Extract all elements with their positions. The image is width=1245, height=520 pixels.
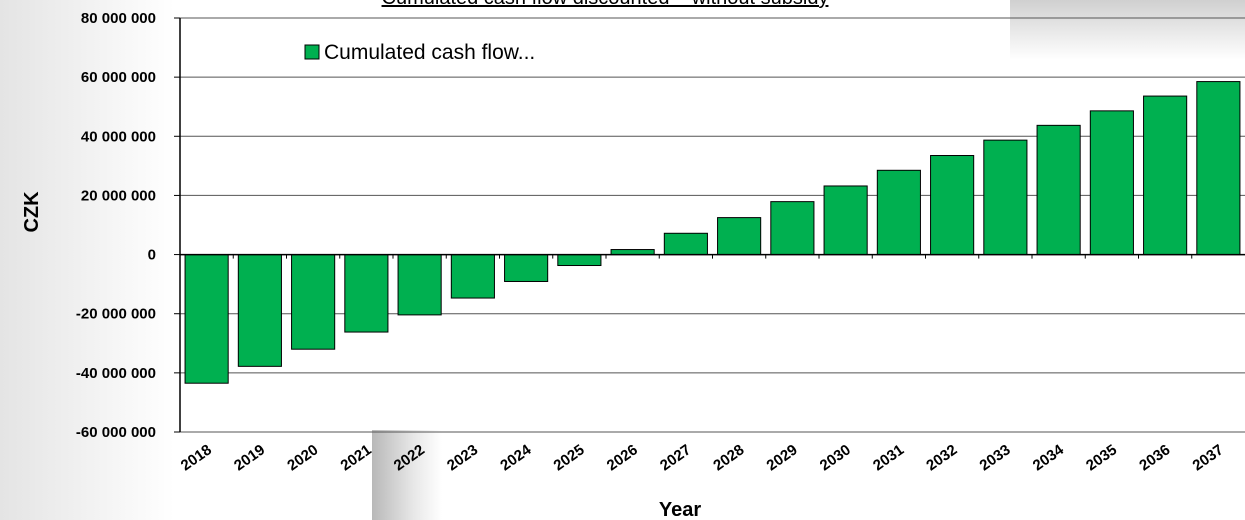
bar-2031 bbox=[876, 169, 921, 256]
x-tick-label: 2036 bbox=[1136, 441, 1173, 474]
x-tick-label: 2031 bbox=[870, 441, 907, 474]
y-axis-title: CZK bbox=[21, 191, 43, 233]
bar-2030 bbox=[823, 185, 868, 256]
x-tick-label: 2032 bbox=[923, 441, 960, 474]
x-tick-label: 2020 bbox=[284, 441, 321, 474]
bar-2024 bbox=[504, 254, 549, 282]
bar-2036 bbox=[1143, 95, 1188, 256]
y-tick-label: 80 000 000 bbox=[81, 10, 156, 27]
x-tick-label: 2035 bbox=[1083, 441, 1120, 474]
legend-label: Cumulated cash flow... bbox=[324, 41, 535, 64]
x-tick-label: 2025 bbox=[551, 441, 588, 474]
x-tick-label: 2033 bbox=[977, 441, 1014, 474]
bar-2020 bbox=[291, 254, 336, 350]
chart-title: Cumulated cash flow discounted – without… bbox=[382, 0, 829, 9]
x-tick-label: 2022 bbox=[391, 441, 428, 474]
background-shade bbox=[372, 430, 442, 520]
x-tick-label: 2024 bbox=[497, 441, 535, 474]
x-tick-label: 2026 bbox=[604, 441, 641, 474]
y-tick-label: 60 000 000 bbox=[81, 69, 156, 86]
x-tick-label: 2028 bbox=[710, 441, 747, 474]
x-axis-title: Year bbox=[659, 499, 701, 520]
bar-2029 bbox=[770, 201, 815, 256]
legend-swatch bbox=[304, 44, 320, 60]
y-tick-label: 0 bbox=[148, 247, 156, 264]
x-tick-label: 2021 bbox=[338, 441, 375, 474]
bar-2019 bbox=[237, 254, 282, 367]
bar-2034 bbox=[1036, 124, 1081, 256]
x-tick-label: 2018 bbox=[178, 441, 215, 474]
bar-2027 bbox=[663, 232, 708, 256]
gridlines bbox=[180, 17, 1245, 433]
bar-2022 bbox=[397, 254, 442, 316]
bar-2021 bbox=[344, 254, 389, 333]
bar-2033 bbox=[983, 139, 1028, 256]
x-tick-label: 2019 bbox=[231, 441, 268, 474]
bar-2032 bbox=[930, 155, 975, 256]
legend: Cumulated cash flow... bbox=[304, 41, 535, 64]
y-tick-label: -40 000 000 bbox=[76, 365, 156, 382]
bar-2026 bbox=[610, 249, 655, 256]
x-tick-label: 2029 bbox=[764, 441, 801, 474]
y-tick-label: -20 000 000 bbox=[76, 306, 156, 323]
bar-2025 bbox=[557, 254, 602, 267]
bar-2023 bbox=[450, 254, 495, 299]
bar-2018 bbox=[184, 254, 229, 384]
y-tick-label: 20 000 000 bbox=[81, 187, 156, 204]
x-tick-label: 2037 bbox=[1190, 441, 1227, 474]
background-shade-top bbox=[1010, 0, 1245, 60]
bar-2037 bbox=[1196, 81, 1241, 256]
y-tick-label: -60 000 000 bbox=[76, 424, 156, 441]
bar-2028 bbox=[717, 217, 762, 256]
bar-2035 bbox=[1089, 110, 1134, 256]
x-tick-label: 2023 bbox=[444, 441, 481, 474]
bars bbox=[184, 81, 1241, 384]
y-tick-label: 40 000 000 bbox=[81, 128, 156, 145]
x-tick-label: 2030 bbox=[817, 441, 854, 474]
x-tick-label: 2027 bbox=[657, 441, 694, 474]
x-tick-label: 2034 bbox=[1030, 441, 1068, 474]
